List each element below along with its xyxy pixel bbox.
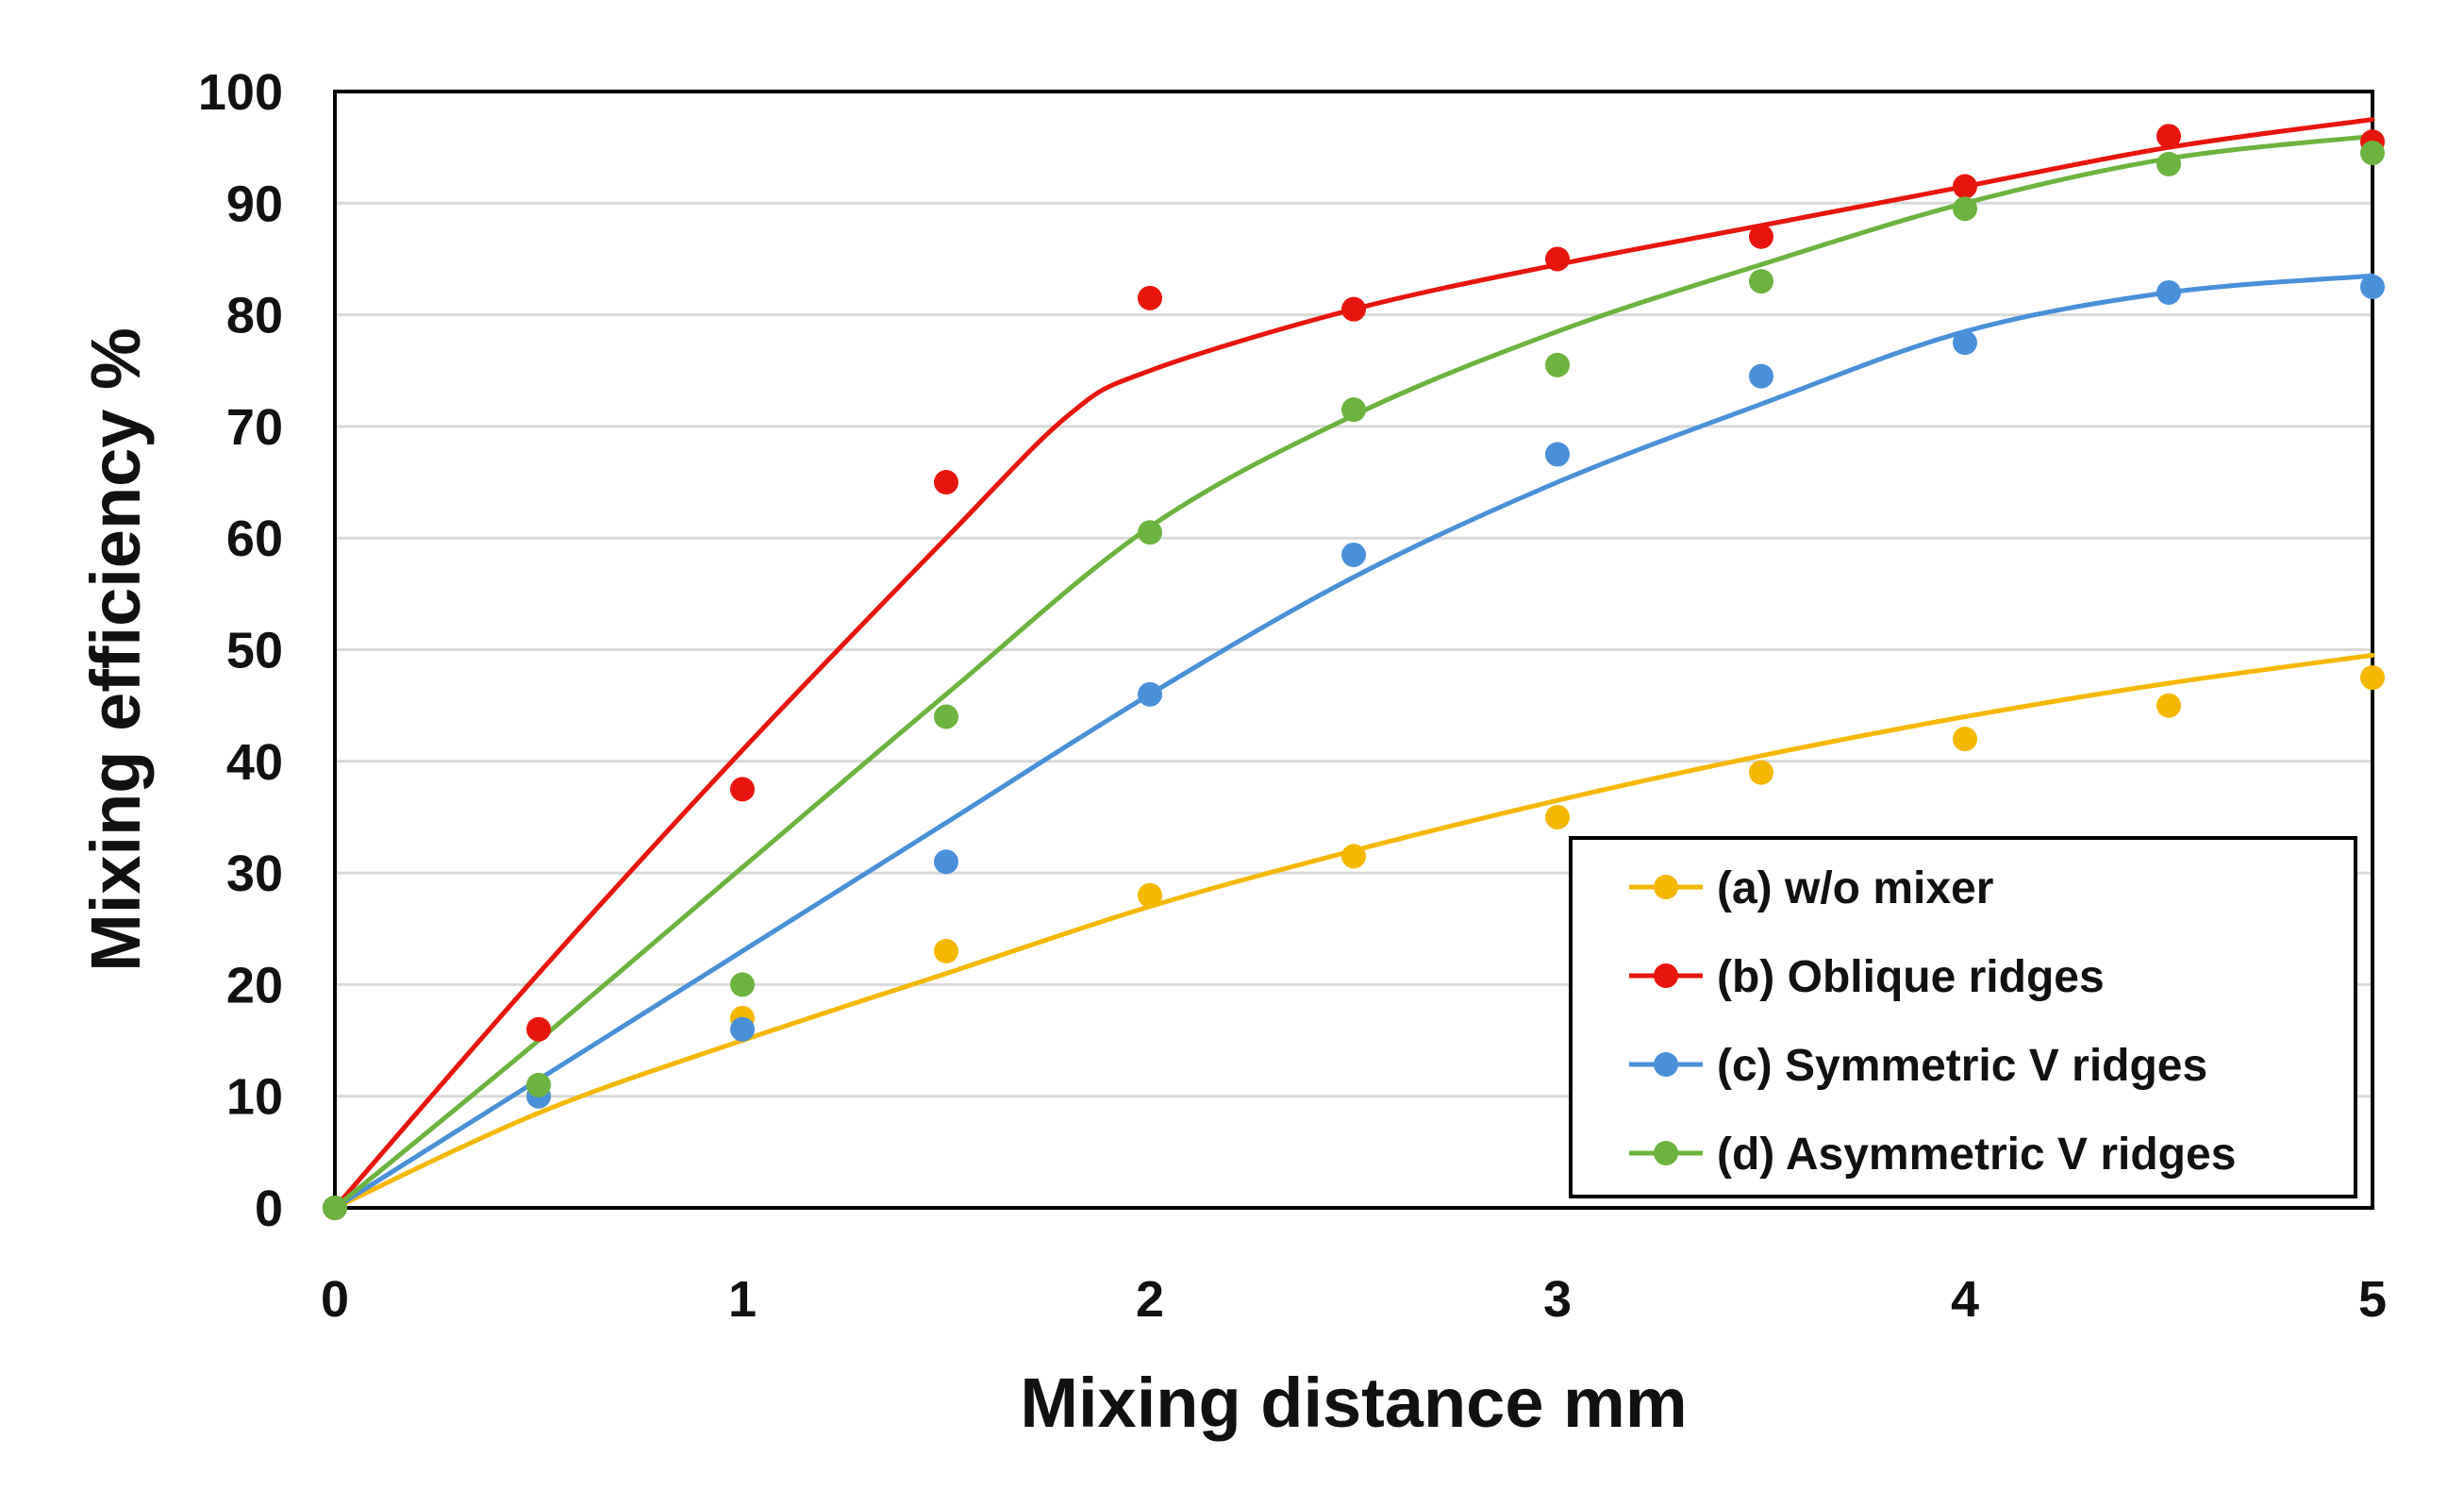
y-tick-label: 30 <box>226 846 283 902</box>
x-tick-label: 4 <box>1951 1271 1979 1328</box>
data-point-series-2 <box>2156 279 2181 305</box>
data-point-series-1 <box>1341 296 1366 322</box>
data-point-series-3 <box>1138 520 1162 545</box>
data-point-series-2 <box>730 1016 755 1042</box>
legend-marker-3 <box>1654 1141 1678 1165</box>
data-point-series-2 <box>1545 442 1570 467</box>
y-tick-label: 10 <box>226 1069 283 1126</box>
data-points <box>323 124 2385 1220</box>
data-point-series-3 <box>1545 352 1570 377</box>
data-point-series-1 <box>1138 285 1162 310</box>
data-point-series-1 <box>934 470 958 495</box>
fit-line-series-2 <box>332 273 2375 1211</box>
y-axis-title: Mixing efficiency % <box>76 327 155 972</box>
y-tick-label: 40 <box>226 734 283 791</box>
data-point-series-0 <box>1953 727 1977 752</box>
data-point-series-3 <box>526 1072 551 1097</box>
y-tick-label: 60 <box>226 511 283 567</box>
data-point-series-1 <box>730 777 755 802</box>
fit-line-series-0 <box>332 652 2375 1211</box>
data-point-series-3 <box>2360 141 2385 166</box>
y-tick-label: 50 <box>226 623 283 679</box>
data-point-series-0 <box>1138 882 1162 908</box>
data-point-series-2 <box>2360 275 2385 300</box>
data-point-series-2 <box>1341 542 1366 567</box>
data-point-series-1 <box>1749 224 1773 249</box>
fit-line-series-3 <box>332 133 2375 1211</box>
y-tick-label: 0 <box>255 1180 283 1237</box>
data-point-series-3 <box>1341 397 1366 423</box>
data-point-series-2 <box>1138 681 1162 707</box>
legend-label-1: (b) Oblique ridges <box>1717 952 2105 1002</box>
data-point-series-0 <box>2360 665 2385 691</box>
data-point-series-3 <box>934 704 958 729</box>
y-tick-label: 90 <box>226 176 283 232</box>
plot-frame <box>333 90 2374 1210</box>
y-tick-label: 80 <box>226 288 283 344</box>
legend-marker-0 <box>1654 875 1678 899</box>
legend-label-0: (a) w/o mixer <box>1717 863 1993 913</box>
y-tick-label: 100 <box>198 64 283 121</box>
data-point-series-1 <box>526 1016 551 1042</box>
x-tick-label: 2 <box>1136 1271 1164 1328</box>
tick-labels: 0 10 20 30 40 50 60 70 80 90 100 0 1 2 3 4 5 <box>198 64 2387 1328</box>
x-axis-title: Mixing distance mm <box>1020 1364 1687 1442</box>
legend-marker-1 <box>1654 963 1678 988</box>
legend-label-3: (d) Asymmetric V ridges <box>1717 1130 2236 1180</box>
data-point-series-3 <box>2156 151 2181 176</box>
data-point-series-0 <box>1749 760 1773 785</box>
data-point-series-3 <box>730 972 755 997</box>
y-tick-label: 70 <box>226 399 283 456</box>
data-point-series-3 <box>1749 269 1773 294</box>
data-point-series-3 <box>1953 196 1977 222</box>
y-tick-label: 20 <box>226 957 283 1013</box>
data-point-series-2 <box>934 849 958 875</box>
data-point-series-0 <box>934 938 958 963</box>
x-tick-label: 5 <box>2358 1271 2387 1328</box>
x-tick-label: 3 <box>1543 1271 1572 1328</box>
legend-marker-2 <box>1654 1052 1678 1077</box>
x-tick-label: 0 <box>321 1271 349 1328</box>
data-point-series-2 <box>1953 330 1977 356</box>
legend: (a) w/o mixer (b) Oblique ridges (c) Symme… <box>1569 836 2357 1198</box>
data-point-series-1 <box>1545 246 1570 272</box>
grid <box>335 201 2372 1098</box>
data-point-series-3 <box>323 1196 347 1220</box>
data-point-series-0 <box>2156 693 2181 718</box>
x-tick-label: 1 <box>728 1271 757 1328</box>
data-point-series-0 <box>1341 844 1366 869</box>
data-point-series-2 <box>1749 363 1773 389</box>
data-point-series-0 <box>1545 804 1570 829</box>
legend-label-2: (c) Symmetric V ridges <box>1717 1041 2207 1091</box>
legend-box <box>1569 836 2357 1198</box>
data-point-series-1 <box>1953 174 1977 199</box>
data-point-series-1 <box>2156 124 2181 149</box>
